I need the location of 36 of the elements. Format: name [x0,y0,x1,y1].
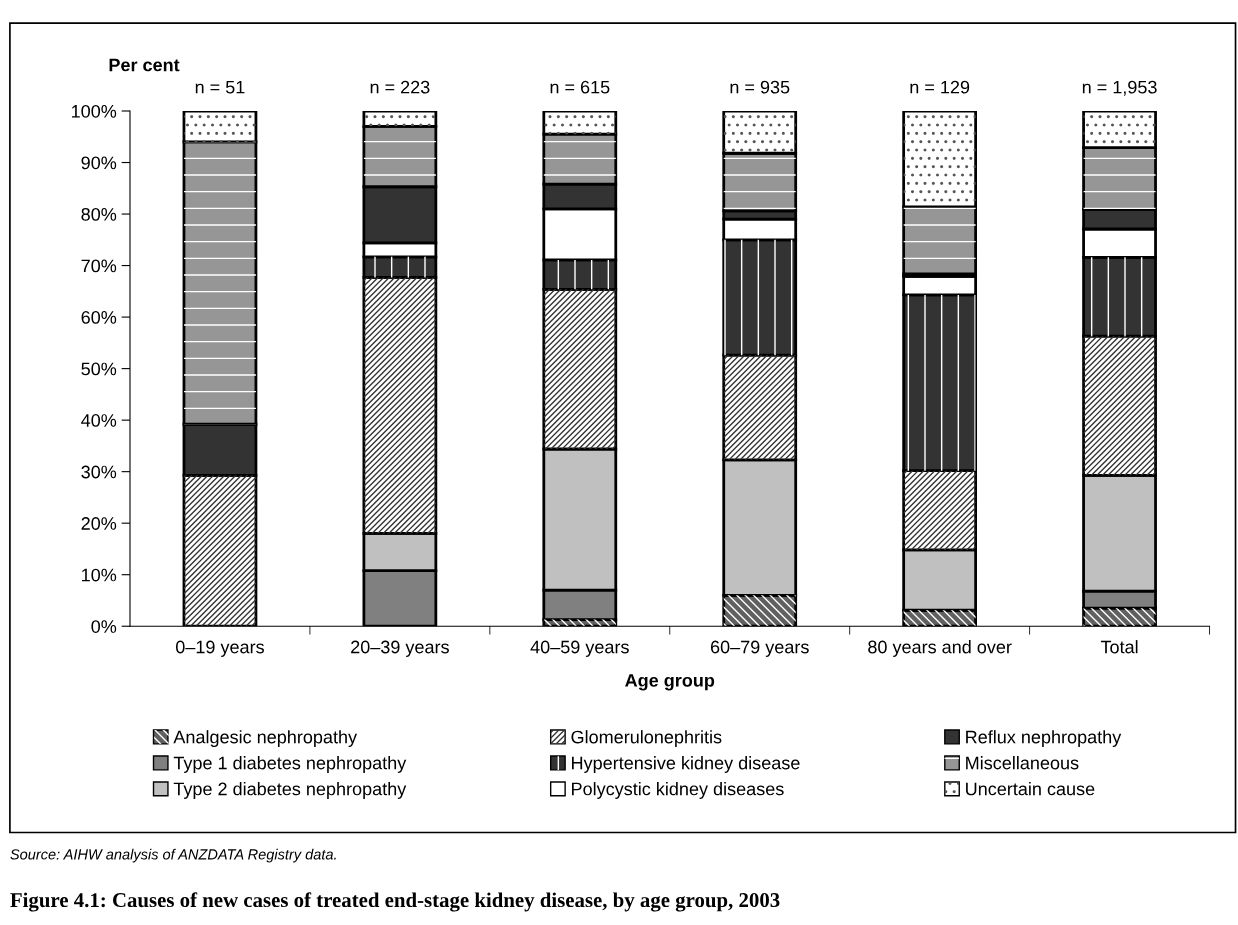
legend-label: Uncertain cause [966,782,1095,796]
legend-label: Analgesic nephropathy [173,730,358,747]
text: Figure 4.1: Causes of new cases of treated end-stage kidney disease, by age group, 2003 [10,892,780,912]
annotation: n = 935 [730,80,790,94]
x-tick-label: 0–19 years [175,640,264,657]
legend-label: Hypertensive kidney disease [572,756,800,773]
legend-label: Miscellaneous [966,756,1079,770]
y-tick-label: 50% [81,362,117,376]
y-tick-label: 60% [81,311,117,324]
legend-label: Type 2 diabetes nephropathy [173,782,407,799]
annotation: n = 223 [370,80,430,94]
legend-label: Type 1 diabetes nephropathy [173,756,407,773]
y-tick-label: 70% [81,259,117,273]
y-tick-label: 100% [72,104,117,118]
annotation: n = 129 [910,80,970,94]
x-axis-title: Age group [625,674,715,691]
legend-label: Reflux nephropathy [966,730,1122,747]
y-tick-label: 20% [81,517,117,530]
legend-label: Polycystic kidney diseases [572,782,784,799]
annotation: n = 1,953 [1082,80,1157,96]
y-tick-label: 90% [81,156,117,170]
annotation: n = 615 [550,80,610,94]
x-tick-label: 20–39 years [351,640,449,657]
y-tick-label: 80% [81,207,117,221]
y-tick-label: 40% [81,414,117,427]
x-tick-label: Total [1100,640,1138,654]
x-tick-label: 60–79 years [710,640,809,657]
y-tick-label: 10% [82,568,117,582]
y-axis-title: Per cent [109,58,180,72]
source-note: Source: AIHW analysis of ANZDATA Registry data. [10,848,336,863]
x-tick-label: 80 years and over [868,640,1012,657]
legend-label: Glomerulonephritis [571,730,722,747]
x-tick-label: 40–59 years [530,640,629,657]
y-tick-label: 30% [81,465,117,479]
y-tick-label: 0% [91,620,117,633]
annotation: n = 51 [195,80,245,94]
